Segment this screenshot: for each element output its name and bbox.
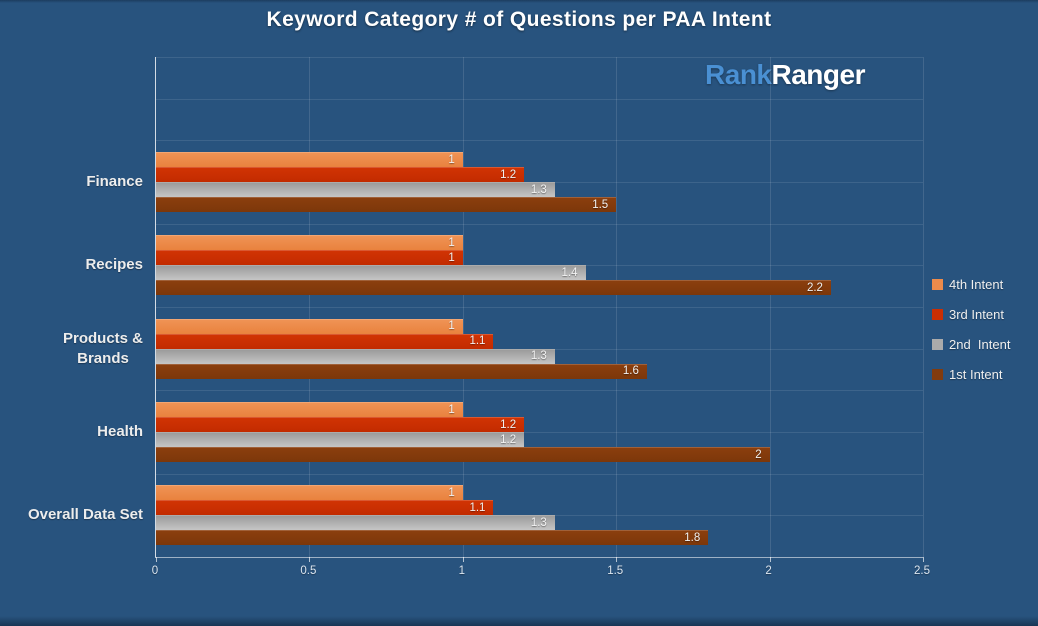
chart-title: Keyword Category # of Questions per PAA … [266, 8, 772, 31]
horizontal-gridline [156, 140, 923, 142]
bar-value-label: 1 [448, 320, 455, 333]
legend-swatch [932, 308, 943, 320]
bar-3rd-intent: 1.2 [156, 417, 525, 432]
bar-value-label: 1 [448, 403, 455, 416]
legend-label: 2nd Intent [949, 336, 1011, 352]
horizontal-gridline [156, 223, 923, 225]
bar-2nd-intent: 1.2 [156, 432, 525, 447]
axis-tick [769, 557, 771, 562]
horizontal-gridline [156, 473, 923, 475]
logo-text-ranger: Ranger [771, 59, 866, 90]
horizontal-gridline [156, 390, 923, 392]
bar-value-label: 2 [755, 448, 762, 461]
x-tick-label: 0 [151, 565, 159, 577]
bar-value-label: 1 [448, 236, 455, 249]
bar-3rd-intent: 1.1 [156, 500, 494, 516]
legend-item: 2nd Intent [932, 329, 1010, 359]
bar-2nd-intent: 1.3 [156, 515, 555, 531]
horizontal-gridline [156, 57, 923, 58]
bar-2nd-intent: 1.3 [156, 182, 555, 197]
bar-value-label: 1.3 [530, 516, 547, 529]
vertical-gridline [769, 57, 771, 557]
bar-4th-intent: 1 [156, 402, 463, 417]
bar-value-label: 1.2 [500, 433, 517, 446]
axis-tick [309, 557, 311, 562]
bar-4th-intent: 1 [156, 235, 463, 251]
legend-label: 1st Intent [949, 366, 1003, 382]
x-tick-label: 1.5 [607, 565, 624, 577]
bar-1st-intent: 1.6 [156, 363, 647, 379]
bar-value-label: 1.8 [684, 531, 701, 544]
x-tick-label: 2 [765, 565, 772, 577]
vertical-gridline [616, 57, 618, 557]
legend-item: 3rd Intent [932, 299, 1010, 329]
axis-tick [616, 557, 618, 562]
bar-value-label: 1.3 [530, 350, 547, 363]
category-label: Health [97, 423, 143, 440]
x-tick-label: 1 [458, 565, 465, 577]
bar-3rd-intent: 1.2 [156, 167, 525, 182]
legend-label: 3rd Intent [949, 306, 1004, 322]
top-edge-shade [0, 0, 1038, 3]
bar-value-label: 1 [448, 251, 455, 264]
axis-tick [462, 557, 464, 562]
axis-tick [156, 557, 157, 562]
bar-value-label: 1.2 [500, 168, 517, 181]
bar-3rd-intent: 1 [156, 250, 463, 266]
bar-value-label: 1.1 [469, 335, 486, 348]
bar-value-label: 1.3 [530, 183, 547, 196]
rankranger-logo: RankRanger [655, 59, 915, 91]
category-label: Finance [86, 173, 143, 190]
plot-area: 1 1.2 1.3 1.5 1 1 1.4 2.2 1 1.1 1.3 1.6 1 1.2 1.2 2 1 1.1… [155, 57, 924, 562]
legend-swatch [932, 338, 943, 350]
category-label: Overall Data Set [27, 506, 143, 524]
bar-value-label: 1 [448, 153, 455, 166]
category-label: Recipes [85, 256, 143, 274]
horizontal-gridline [156, 98, 923, 100]
vertical-gridline [462, 57, 464, 557]
horizontal-gridline [156, 307, 923, 308]
horizontal-gridline [156, 432, 923, 433]
bar-3rd-intent: 1.1 [156, 333, 494, 349]
bar-1st-intent: 2.2 [156, 280, 831, 296]
bar-4th-intent: 1 [156, 318, 463, 334]
bar-value-label: 1.1 [469, 501, 486, 514]
bar-2nd-intent: 1.3 [156, 348, 555, 364]
legend: 4th Intent 3rd Intent 2nd Intent 1st Intent [932, 269, 1010, 389]
bar-value-label: 1.6 [622, 365, 639, 378]
logo-text-rank: Rank [705, 59, 772, 90]
bar-1st-intent: 2 [156, 447, 770, 462]
x-tick-label: 0.5 [300, 565, 317, 577]
bar-value-label: 1.4 [561, 266, 578, 279]
legend-swatch [932, 368, 943, 380]
bar-value-label: 1 [448, 486, 455, 499]
bar-4th-intent: 1 [156, 485, 463, 501]
bar-2nd-intent: 1.4 [156, 265, 586, 281]
legend-item: 4th Intent [932, 269, 1010, 299]
bar-1st-intent: 1.8 [156, 530, 709, 546]
bottom-edge-shade [0, 616, 1038, 626]
legend-item: 1st Intent [932, 359, 1010, 389]
bar-value-label: 1.5 [592, 198, 609, 211]
bar-value-label: 1.2 [500, 418, 517, 431]
x-tick-label: 2.5 [914, 565, 930, 577]
axis-tick [923, 557, 924, 562]
vertical-gridline [923, 57, 924, 557]
category-label: Products & Brands [62, 329, 143, 367]
bar-4th-intent: 1 [156, 152, 463, 167]
bar-1st-intent: 1.5 [156, 197, 617, 212]
legend-label: 4th Intent [949, 276, 1004, 292]
bar-value-label: 2.2 [806, 281, 823, 294]
vertical-gridline [309, 57, 311, 557]
legend-swatch [932, 278, 943, 290]
